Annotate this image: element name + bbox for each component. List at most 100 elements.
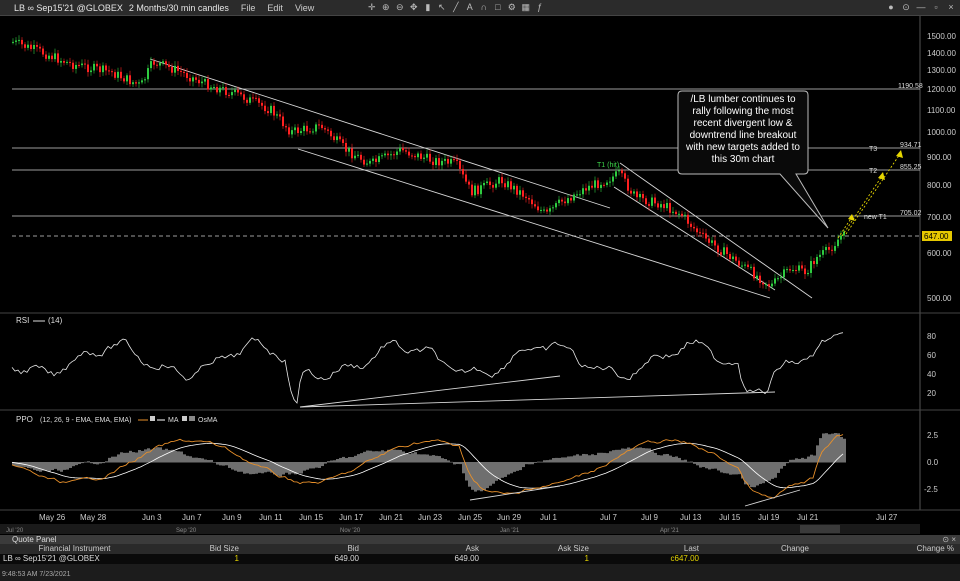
candle [495,183,497,188]
col-last[interactable]: Last [683,544,699,553]
date-tick: Jun 7 [182,513,202,522]
candle [45,54,47,59]
osma-bar [420,454,423,463]
osma-bar [327,461,330,463]
candle [732,256,734,260]
osma-bar [135,452,138,463]
overview-scrollbar[interactable] [0,524,920,534]
zoom-out-icon[interactable]: ⊖ [396,2,404,12]
crosshair-icon[interactable]: ✛ [368,2,376,12]
menu-view[interactable]: View [294,2,315,13]
grid-icon[interactable]: ▦ [521,2,531,12]
magnet-icon[interactable]: ∩ [480,2,488,12]
menu-file[interactable]: File [240,2,256,13]
osma-bar [321,462,324,467]
pan-icon[interactable]: ✥ [410,2,418,12]
candle [522,190,524,197]
osma-bar [210,459,213,463]
osma-bar [762,462,765,484]
candle [93,63,95,71]
candle [84,63,86,65]
close-icon[interactable]: × [948,2,954,12]
bar-chart-icon[interactable]: ▮ [425,2,431,12]
osma-bar [654,452,657,463]
osma-bar [432,455,435,463]
overview-thumb[interactable] [800,525,840,533]
candle [351,148,353,159]
candle [192,77,194,82]
rsi-divergence-lines[interactable] [299,375,776,408]
osma-bar [243,462,246,474]
trendlines[interactable] [149,58,813,299]
col-change[interactable]: Change [780,544,809,553]
quote-panel-controls[interactable]: ⊙ × [942,535,956,544]
rsi-line [11,332,844,404]
ppo-divergence-lines[interactable] [469,485,801,507]
zoom-in-icon[interactable]: ⊕ [382,2,390,12]
candle [369,160,371,164]
osma-bar [840,437,843,463]
col-ask[interactable]: Ask [465,544,479,553]
osma-bar [825,433,828,463]
candle [324,128,326,130]
osma-bar [216,462,219,465]
shapes-icon[interactable]: □ [495,2,501,12]
candle [816,256,818,265]
menu-edit[interactable]: Edit [267,2,283,13]
col-change-pct[interactable]: Change % [916,544,954,553]
candle [171,66,173,73]
maximize-icon[interactable]: ▫ [934,2,938,12]
osma-bar [117,454,120,463]
draw-line-icon[interactable]: ╱ [453,2,459,12]
candle [165,61,167,65]
candle [651,197,653,206]
arrowhead-t2 [878,172,885,180]
osma-bar [381,450,384,463]
candle [654,197,656,204]
minimize-icon[interactable]: — [916,2,926,12]
arrow-t3 [845,153,901,235]
osma-bar [132,452,135,463]
osma-bar [15,462,18,467]
chart-area[interactable]: 1500.00 1400.00 1300.00 1200.00 1100.00 … [0,16,960,535]
osma-bar [723,462,726,474]
quote-last: c647.00 [670,554,699,563]
text-tool-icon[interactable]: A [466,2,473,12]
candle [702,232,704,234]
quote-row[interactable]: LB ∞ Sep15'21 @GLOBEX 1 649.00 649.00 1 … [0,554,960,564]
candle [639,193,641,198]
osma-bar [147,448,150,463]
candle [270,105,272,114]
col-bid[interactable]: Bid [347,544,359,553]
osma-bar [516,462,519,471]
candle [630,190,632,194]
candle [822,250,824,255]
rsi-tick: 40 [927,370,936,379]
osma-bar [780,462,783,469]
rsi-params: (14) [48,316,63,325]
candle [72,62,74,69]
link-icon[interactable]: ● [888,2,894,12]
last-price-label: 647.00 [924,232,949,241]
cursor-icon[interactable]: ↖ [438,2,446,12]
candle [789,269,791,271]
candle [753,266,755,279]
annotation-callout[interactable]: /LB lumber continues to rally following … [677,90,829,229]
col-bid-size[interactable]: Bid Size [209,544,239,553]
symbol-title[interactable]: LB ∞ Sep15'21 @GLOBEX [14,2,123,13]
candle [780,277,782,279]
osma-bar [492,462,495,484]
osma-bar [372,451,375,463]
candle [300,131,302,134]
osma-bar [672,456,675,463]
candle [228,94,230,96]
candle [36,45,38,47]
col-ask-size[interactable]: Ask Size [557,544,589,553]
candle [531,199,533,205]
period-selector[interactable]: 2 Months/30 min candles [128,2,229,13]
channel-lower [297,148,771,299]
settings-icon[interactable]: ⚙ [507,2,516,12]
pin-icon[interactable]: ⊙ [902,2,910,12]
indicators-icon[interactable]: ƒ [537,2,543,12]
col-instrument[interactable]: Financial Instrument [38,544,111,553]
